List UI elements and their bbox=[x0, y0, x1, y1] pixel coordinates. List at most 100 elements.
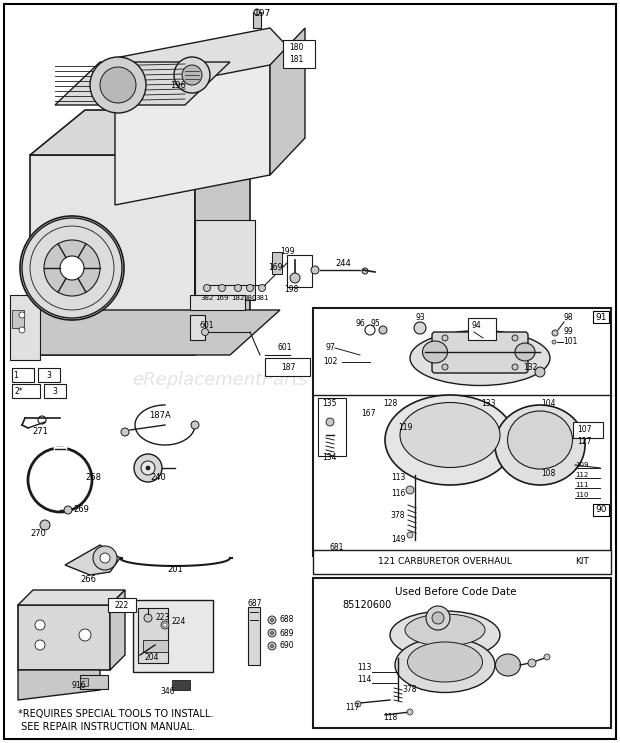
Text: 204: 204 bbox=[144, 654, 159, 663]
Circle shape bbox=[326, 418, 334, 426]
Circle shape bbox=[544, 654, 550, 660]
Polygon shape bbox=[55, 62, 230, 105]
Text: 169: 169 bbox=[268, 264, 283, 273]
Circle shape bbox=[202, 328, 208, 336]
Text: 201: 201 bbox=[167, 565, 183, 574]
Text: 196: 196 bbox=[170, 80, 186, 89]
Circle shape bbox=[20, 216, 124, 320]
Text: 222: 222 bbox=[115, 600, 129, 609]
Text: 181: 181 bbox=[289, 56, 303, 65]
Circle shape bbox=[426, 606, 450, 630]
Circle shape bbox=[100, 67, 136, 103]
Polygon shape bbox=[115, 28, 305, 95]
Circle shape bbox=[100, 553, 110, 563]
Text: 601: 601 bbox=[278, 343, 292, 352]
Polygon shape bbox=[30, 110, 250, 155]
Text: 271: 271 bbox=[32, 427, 48, 436]
Text: 132: 132 bbox=[523, 363, 537, 372]
Ellipse shape bbox=[400, 403, 500, 467]
Text: 224: 224 bbox=[172, 617, 187, 626]
Circle shape bbox=[432, 612, 444, 624]
Circle shape bbox=[270, 644, 273, 647]
Bar bbox=[108, 598, 136, 612]
Text: 3: 3 bbox=[53, 386, 58, 395]
Polygon shape bbox=[110, 590, 125, 670]
Ellipse shape bbox=[395, 637, 495, 692]
Text: 118: 118 bbox=[383, 713, 397, 722]
Text: 180: 180 bbox=[289, 44, 303, 53]
Text: 97: 97 bbox=[325, 343, 335, 352]
Polygon shape bbox=[18, 590, 125, 605]
Circle shape bbox=[134, 454, 162, 482]
Ellipse shape bbox=[515, 343, 535, 361]
Text: 90: 90 bbox=[595, 505, 607, 514]
Text: 601: 601 bbox=[200, 320, 215, 329]
Text: 98: 98 bbox=[563, 314, 573, 322]
Text: 96: 96 bbox=[355, 319, 365, 328]
Ellipse shape bbox=[407, 642, 482, 682]
Ellipse shape bbox=[410, 331, 550, 386]
Text: 198: 198 bbox=[284, 285, 298, 294]
Bar bbox=[287, 255, 312, 287]
Text: 182: 182 bbox=[231, 295, 245, 301]
Ellipse shape bbox=[495, 405, 585, 485]
Text: 381: 381 bbox=[255, 295, 268, 301]
Text: 113: 113 bbox=[391, 473, 405, 481]
Bar bbox=[313, 308, 611, 556]
Text: 681: 681 bbox=[330, 543, 344, 553]
Circle shape bbox=[512, 335, 518, 341]
Text: 382: 382 bbox=[200, 295, 214, 301]
Text: 268: 268 bbox=[85, 473, 101, 481]
Text: eReplacementParts: eReplacementParts bbox=[132, 371, 308, 389]
Text: 117: 117 bbox=[345, 702, 360, 712]
Circle shape bbox=[268, 616, 276, 624]
Bar bbox=[195, 220, 255, 300]
Text: 187: 187 bbox=[281, 363, 295, 372]
Bar bbox=[248, 607, 260, 665]
Text: 690: 690 bbox=[280, 641, 294, 651]
Bar bbox=[468, 318, 496, 340]
Text: 94: 94 bbox=[471, 322, 480, 331]
Bar bbox=[12, 384, 40, 398]
Circle shape bbox=[407, 709, 413, 715]
Text: *REQUIRES SPECIAL TOOLS TO INSTALL.: *REQUIRES SPECIAL TOOLS TO INSTALL. bbox=[18, 709, 213, 719]
Bar bbox=[12, 310, 24, 328]
Circle shape bbox=[35, 620, 45, 630]
Circle shape bbox=[254, 9, 260, 15]
Text: 110: 110 bbox=[575, 492, 588, 498]
Circle shape bbox=[270, 618, 273, 621]
Circle shape bbox=[203, 285, 211, 291]
Polygon shape bbox=[30, 155, 195, 355]
Text: 916: 916 bbox=[72, 681, 87, 690]
Text: 133: 133 bbox=[480, 398, 495, 407]
Circle shape bbox=[234, 285, 242, 291]
Text: 121 CARBURETOR OVERHAUL: 121 CARBURETOR OVERHAUL bbox=[378, 557, 512, 566]
Circle shape bbox=[93, 546, 117, 570]
Text: 116: 116 bbox=[391, 488, 405, 498]
Text: 197: 197 bbox=[254, 10, 272, 19]
Circle shape bbox=[268, 629, 276, 637]
Text: 199: 199 bbox=[280, 247, 294, 256]
Ellipse shape bbox=[385, 395, 515, 485]
Text: 99: 99 bbox=[563, 328, 573, 337]
Bar bbox=[133, 600, 213, 672]
Circle shape bbox=[40, 520, 50, 530]
Bar bbox=[190, 315, 205, 340]
Text: 119: 119 bbox=[398, 424, 412, 432]
Ellipse shape bbox=[508, 411, 572, 469]
Circle shape bbox=[379, 326, 387, 334]
Bar bbox=[143, 640, 168, 652]
Circle shape bbox=[144, 614, 152, 622]
Circle shape bbox=[355, 701, 361, 707]
Bar bbox=[138, 608, 168, 663]
Circle shape bbox=[528, 659, 536, 667]
Text: 101: 101 bbox=[563, 337, 577, 346]
Text: 93: 93 bbox=[415, 314, 425, 322]
Text: 378: 378 bbox=[403, 686, 417, 695]
Circle shape bbox=[311, 266, 319, 274]
Text: 689: 689 bbox=[280, 629, 294, 637]
Ellipse shape bbox=[405, 614, 485, 646]
Bar bbox=[10, 295, 40, 360]
Circle shape bbox=[19, 312, 25, 318]
Text: 95: 95 bbox=[370, 319, 380, 328]
